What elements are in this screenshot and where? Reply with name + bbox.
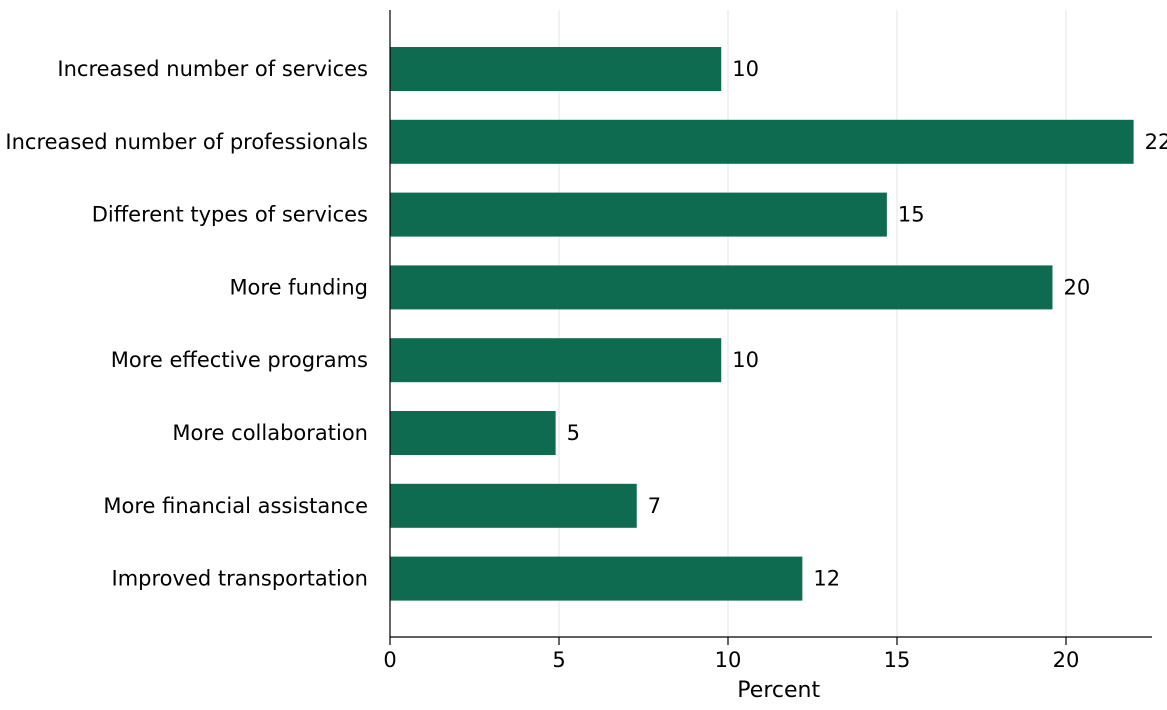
category-label-7: More financial assistance [103, 494, 368, 518]
value-label-6: 5 [567, 421, 580, 445]
value-label-7: 7 [648, 494, 661, 518]
value-label-2: 22 [1145, 130, 1167, 154]
bar-1 [390, 47, 722, 91]
bars [390, 47, 1134, 601]
axes [389, 10, 1152, 645]
x-axis-title: Percent [737, 678, 820, 703]
category-label-1: Increased number of services [57, 57, 368, 81]
category-label-6: More collaboration [172, 421, 368, 445]
x-tick-label-0: 0 [383, 648, 396, 672]
bar-2 [390, 119, 1134, 164]
bar-3 [390, 192, 887, 237]
value-label-4: 20 [1063, 275, 1090, 299]
category-label-3: Different types of services [92, 203, 368, 227]
bar-7 [390, 483, 637, 528]
value-labels: 10 22 15 20 10 5 7 12 [567, 57, 1167, 591]
value-label-3: 15 [898, 203, 925, 227]
bar-4 [390, 265, 1053, 310]
value-label-8: 12 [813, 567, 840, 591]
x-tick-label-15: 15 [884, 648, 911, 672]
x-tick-labels: 0 5 10 15 20 [383, 648, 1079, 672]
x-tick-label-20: 20 [1053, 648, 1080, 672]
grid-lines [558, 10, 1067, 637]
value-label-5: 10 [732, 348, 759, 372]
category-label-5: More effective programs [111, 348, 368, 372]
bar-8 [390, 556, 803, 601]
x-tick-label-5: 5 [552, 648, 565, 672]
category-label-8: Improved transportation [112, 567, 368, 591]
x-tick-label-10: 10 [715, 648, 742, 672]
category-label-4: More funding [229, 275, 368, 299]
category-labels: Increased number of services Increased nu… [5, 57, 368, 591]
bar-6 [390, 411, 556, 455]
value-label-1: 10 [732, 57, 759, 81]
bar-5 [390, 338, 722, 383]
category-label-2: Increased number of professionals [5, 130, 368, 154]
